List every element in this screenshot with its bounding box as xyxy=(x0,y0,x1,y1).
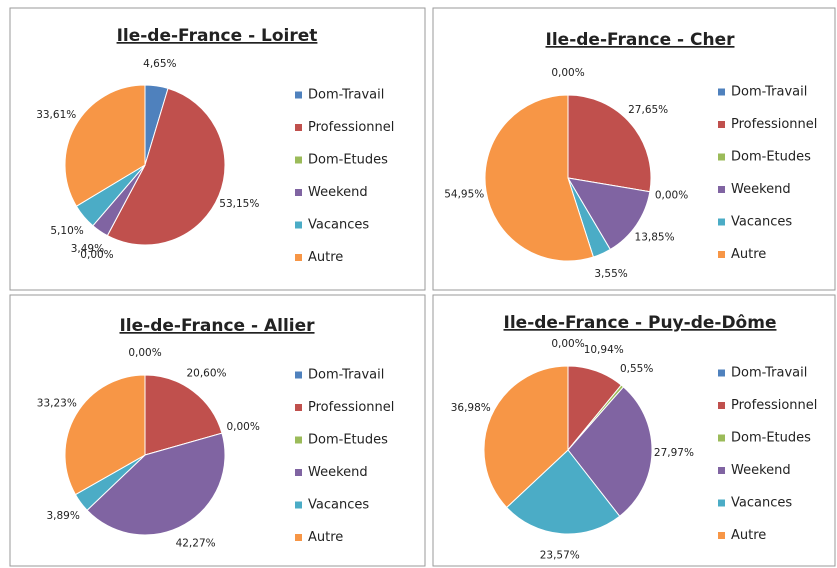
data-label: 5,10% xyxy=(50,225,83,237)
chart-title: Ile-de-France - Puy-de-Dôme xyxy=(504,313,777,333)
legend-label: Vacances xyxy=(308,498,369,513)
pie-slice xyxy=(505,449,621,535)
data-label: 10,94% xyxy=(584,344,624,356)
pie-slice xyxy=(64,84,146,207)
legend-swatch xyxy=(295,436,302,444)
legend-label: Professionnel xyxy=(308,120,394,135)
data-label: 53,15% xyxy=(219,198,259,210)
legend-swatch xyxy=(295,371,302,379)
data-label: 3,49% xyxy=(71,243,104,255)
data-label: 33,61% xyxy=(36,109,76,121)
legend-swatch xyxy=(718,121,725,128)
chart-title: Ile-de-France - Allier xyxy=(119,316,315,336)
data-label: 3,89% xyxy=(46,510,79,522)
pie-slice xyxy=(567,177,651,251)
data-label: 42,27% xyxy=(176,538,216,550)
legend-label: Professionnel xyxy=(308,400,394,415)
legend-swatch xyxy=(295,221,302,229)
legend-label: Dom-Travail xyxy=(731,366,807,381)
data-label: 0,00% xyxy=(80,249,113,261)
pie-slice xyxy=(144,374,223,456)
data-label: 23,57% xyxy=(540,550,580,562)
legend-swatch xyxy=(295,156,302,164)
legend-swatch xyxy=(295,534,302,541)
legend-label: Dom-Etudes xyxy=(308,153,388,168)
legend-label: Dom-Etudes xyxy=(731,431,811,446)
data-label: 0,00% xyxy=(128,347,161,359)
legend-swatch xyxy=(295,254,302,261)
pie-slice xyxy=(64,374,146,496)
chart-title: Ile-de-France - Cher xyxy=(546,30,736,50)
legend-swatch xyxy=(718,88,725,96)
legend-label: Autre xyxy=(308,530,343,545)
legend-label: Professionnel xyxy=(731,117,817,132)
data-label: 3,55% xyxy=(594,268,627,280)
legend-label: Weekend xyxy=(731,463,791,478)
legend-swatch xyxy=(295,404,302,411)
data-label: 33,23% xyxy=(37,398,77,410)
pie-slice xyxy=(567,94,652,193)
legend-swatch xyxy=(718,467,725,474)
legend-label: Professionnel xyxy=(731,398,817,413)
chart-title: Ile-de-France - Loiret xyxy=(117,26,318,46)
legend-label: Autre xyxy=(308,250,343,265)
legend-label: Weekend xyxy=(731,182,791,197)
data-label: 13,85% xyxy=(635,231,675,243)
data-label: 54,95% xyxy=(444,188,484,200)
legend-swatch xyxy=(718,251,725,258)
legend-label: Dom-Travail xyxy=(308,368,384,383)
data-label: 4,65% xyxy=(143,58,176,70)
legend-label: Weekend xyxy=(308,465,368,480)
pie-slice xyxy=(86,432,226,536)
legend-label: Autre xyxy=(731,528,766,543)
legend-swatch xyxy=(718,402,725,409)
pie-slice xyxy=(484,94,595,262)
legend-swatch xyxy=(295,189,302,196)
data-label: 0,00% xyxy=(226,421,259,433)
legend-swatch xyxy=(718,153,725,161)
legend-swatch xyxy=(718,186,725,193)
data-label: 0,00% xyxy=(551,338,584,350)
data-label: 27,97% xyxy=(654,447,694,459)
data-label: 0,00% xyxy=(551,67,584,79)
pie-slice xyxy=(106,87,226,246)
pie-slice xyxy=(483,365,569,509)
legend-label: Dom-Travail xyxy=(731,85,807,100)
legend-label: Vacances xyxy=(731,215,792,230)
data-label: 0,00% xyxy=(655,189,688,201)
legend-label: Autre xyxy=(731,247,766,262)
legend-swatch xyxy=(718,434,725,442)
legend-swatch xyxy=(718,532,725,539)
legend-swatch xyxy=(718,218,725,226)
legend-label: Dom-Etudes xyxy=(731,150,811,165)
data-label: 27,65% xyxy=(628,104,668,116)
legend-swatch xyxy=(295,124,302,131)
legend-swatch xyxy=(718,369,725,377)
legend-label: Vacances xyxy=(308,218,369,233)
legend-label: Dom-Travail xyxy=(308,88,384,103)
legend-label: Vacances xyxy=(731,496,792,511)
legend-label: Weekend xyxy=(308,185,368,200)
data-label: 20,60% xyxy=(186,368,226,380)
legend-swatch xyxy=(295,91,302,99)
legend-swatch xyxy=(295,469,302,476)
legend-swatch xyxy=(295,501,302,509)
data-label: 0,55% xyxy=(620,363,653,375)
legend-swatch xyxy=(718,499,725,507)
pie-slice xyxy=(567,386,653,517)
legend-label: Dom-Etudes xyxy=(308,433,388,448)
data-label: 36,98% xyxy=(451,402,491,414)
